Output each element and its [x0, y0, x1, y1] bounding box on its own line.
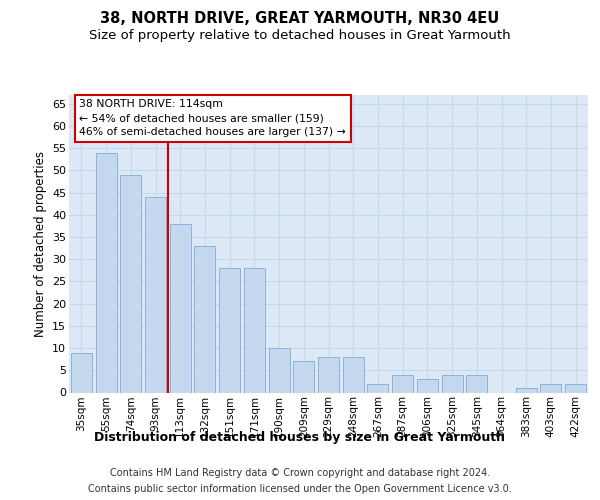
Bar — [219, 268, 240, 392]
Bar — [244, 268, 265, 392]
Bar — [170, 224, 191, 392]
Bar — [95, 152, 116, 392]
Text: Contains public sector information licensed under the Open Government Licence v3: Contains public sector information licen… — [88, 484, 512, 494]
Bar — [145, 197, 166, 392]
Text: 38, NORTH DRIVE, GREAT YARMOUTH, NR30 4EU: 38, NORTH DRIVE, GREAT YARMOUTH, NR30 4E… — [100, 11, 500, 26]
Bar — [516, 388, 537, 392]
Text: Size of property relative to detached houses in Great Yarmouth: Size of property relative to detached ho… — [89, 29, 511, 42]
Bar — [194, 246, 215, 392]
Bar — [367, 384, 388, 392]
Bar — [565, 384, 586, 392]
Y-axis label: Number of detached properties: Number of detached properties — [34, 151, 47, 337]
Bar — [392, 374, 413, 392]
Bar — [293, 362, 314, 392]
Bar — [466, 374, 487, 392]
Bar — [120, 175, 141, 392]
Bar — [343, 357, 364, 392]
Bar — [541, 384, 562, 392]
Bar — [71, 352, 92, 393]
Bar — [318, 357, 339, 392]
Text: Distribution of detached houses by size in Great Yarmouth: Distribution of detached houses by size … — [95, 431, 505, 444]
Bar — [442, 374, 463, 392]
Text: 38 NORTH DRIVE: 114sqm
← 54% of detached houses are smaller (159)
46% of semi-de: 38 NORTH DRIVE: 114sqm ← 54% of detached… — [79, 100, 346, 138]
Bar — [269, 348, 290, 393]
Text: Contains HM Land Registry data © Crown copyright and database right 2024.: Contains HM Land Registry data © Crown c… — [110, 468, 490, 477]
Bar — [417, 379, 438, 392]
